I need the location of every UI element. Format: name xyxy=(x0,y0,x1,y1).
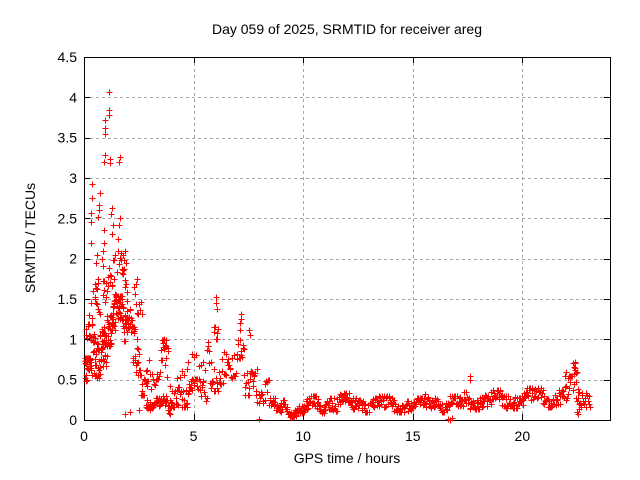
y-tick-label: 3 xyxy=(69,170,77,186)
x-tick-label: 5 xyxy=(190,428,198,444)
scatter-points xyxy=(82,89,594,424)
y-tick-labels: 0 0.5 1 1.5 2 2.5 3 3.5 4 4.5 xyxy=(58,49,78,428)
x-tick-label: 15 xyxy=(405,428,421,444)
y-tick-label: 0.5 xyxy=(58,372,78,388)
y-tick-label: 1 xyxy=(69,331,77,347)
x-tick-labels: 0 5 10 15 20 xyxy=(80,428,530,444)
y-tick-label: 0 xyxy=(69,412,77,428)
y-tick-label: 4.5 xyxy=(58,49,78,65)
y-tick-label: 2 xyxy=(69,251,77,267)
grid-lines xyxy=(84,57,610,420)
y-tick-label: 2.5 xyxy=(58,210,78,226)
x-tick-label: 0 xyxy=(80,428,88,444)
y-tick-label: 1.5 xyxy=(58,291,78,307)
x-axis-label: GPS time / hours xyxy=(294,450,401,466)
chart-title: Day 059 of 2025, SRMTID for receiver are… xyxy=(212,21,482,37)
y-tick-label: 4 xyxy=(69,89,77,105)
y-axis-label: SRMTID / TECUs xyxy=(22,183,38,293)
y-tick-label: 3.5 xyxy=(58,130,78,146)
x-tick-label: 10 xyxy=(295,428,311,444)
data-point-markers xyxy=(82,89,594,424)
x-tick-label: 20 xyxy=(515,428,531,444)
plot-border xyxy=(84,57,611,421)
